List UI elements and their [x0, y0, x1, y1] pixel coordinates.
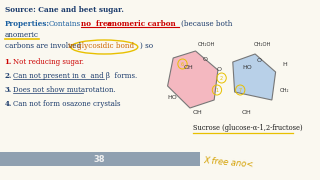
Text: ) so: ) so: [140, 42, 153, 50]
FancyBboxPatch shape: [0, 152, 200, 166]
Text: 7: 7: [239, 87, 242, 93]
Text: Can not form osazone crystals: Can not form osazone crystals: [13, 100, 121, 108]
Text: HO: HO: [242, 65, 252, 70]
Text: O: O: [202, 57, 207, 62]
Text: 3.: 3.: [5, 86, 12, 94]
Text: OH: OH: [183, 65, 193, 70]
Text: 2: 2: [220, 75, 223, 80]
Text: Contains: Contains: [48, 20, 81, 28]
Polygon shape: [233, 54, 276, 100]
Text: in glycosidic bond: in glycosidic bond: [68, 42, 134, 50]
Text: 38: 38: [94, 154, 105, 163]
Text: 1.: 1.: [5, 58, 12, 66]
Text: no  free: no free: [81, 20, 112, 28]
Text: CH₂: CH₂: [279, 88, 289, 93]
Text: HO: HO: [168, 95, 177, 100]
Text: anomeric: anomeric: [5, 31, 39, 39]
Text: 2.: 2.: [5, 72, 12, 80]
Text: CH₂OH: CH₂OH: [254, 42, 272, 47]
Polygon shape: [168, 51, 218, 108]
Text: OH: OH: [193, 110, 203, 115]
Text: O: O: [256, 58, 261, 63]
Text: Not reducing sugar.: Not reducing sugar.: [13, 58, 84, 66]
Text: (because both: (because both: [180, 20, 232, 28]
Text: 6: 6: [181, 62, 184, 66]
Text: OH: OH: [242, 110, 252, 115]
Text: Source: Cane and beet sugar.: Source: Cane and beet sugar.: [5, 6, 124, 14]
Text: H: H: [282, 62, 287, 67]
Text: Properties:: Properties:: [5, 20, 50, 28]
Text: 1: 1: [215, 87, 219, 93]
Text: X free ano<: X free ano<: [203, 156, 254, 169]
Text: O: O: [216, 67, 221, 72]
Text: 4.: 4.: [5, 100, 12, 108]
Text: Can not present in α  and β  forms.: Can not present in α and β forms.: [13, 72, 137, 80]
Text: carbons are involved: carbons are involved: [5, 42, 81, 50]
Text: anomeric carbon: anomeric carbon: [107, 20, 176, 28]
Text: Does not show mutarotation.: Does not show mutarotation.: [13, 86, 116, 94]
Text: Sucrose (glucose-α-1,2-fructose): Sucrose (glucose-α-1,2-fructose): [193, 124, 302, 132]
Text: CH₂OH: CH₂OH: [197, 42, 215, 47]
